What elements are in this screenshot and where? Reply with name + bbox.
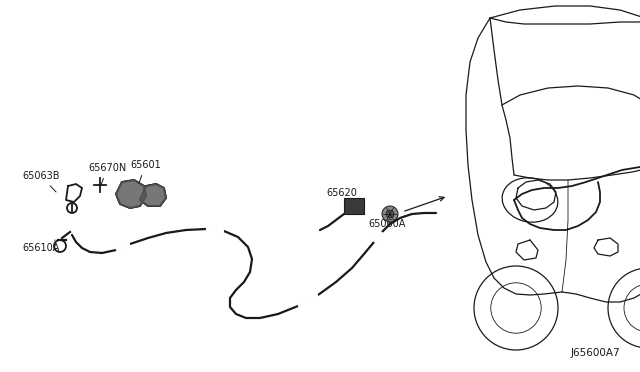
Polygon shape — [116, 180, 146, 208]
Polygon shape — [140, 184, 166, 206]
Circle shape — [386, 210, 394, 218]
Circle shape — [382, 206, 398, 222]
Text: 65620: 65620 — [326, 188, 357, 203]
Text: 65060A: 65060A — [368, 215, 405, 229]
Text: J65600A7: J65600A7 — [570, 348, 620, 358]
Text: 65670N: 65670N — [88, 163, 126, 185]
Text: 65601: 65601 — [130, 160, 161, 183]
Bar — [344, 198, 364, 214]
Text: 65063B: 65063B — [22, 171, 60, 192]
Text: 65610A: 65610A — [22, 240, 60, 253]
